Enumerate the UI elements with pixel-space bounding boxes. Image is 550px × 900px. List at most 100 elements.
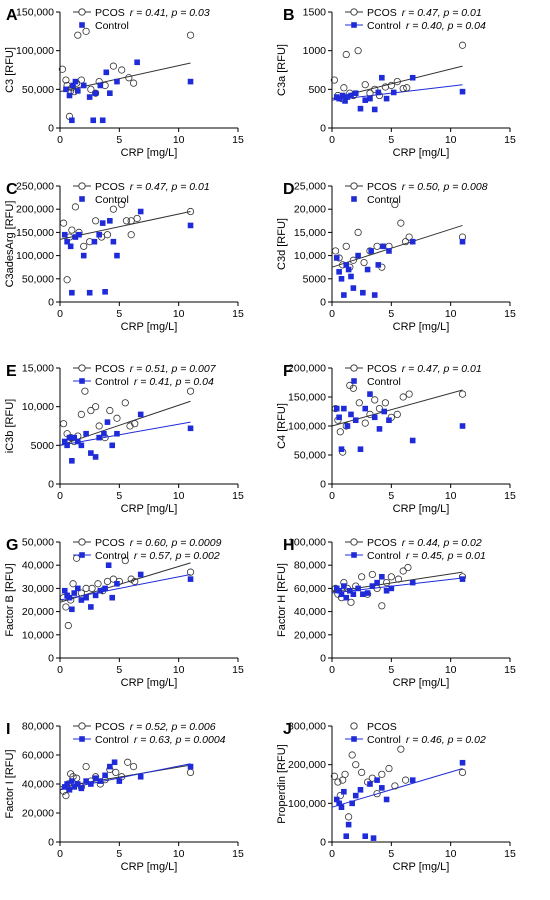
y-tick-label: 200,000 [288,759,326,771]
x-tick-label: 0 [329,308,335,320]
y-tick-label: 0 [320,653,326,665]
data-point-pcos [118,66,126,74]
y-tick-label: 40,000 [294,606,326,618]
data-point-control [61,784,68,790]
data-point-control [75,781,81,787]
data-point-pcos [62,76,70,84]
data-point-control [380,243,386,250]
data-point-control [92,90,99,96]
legend-entry: PCOS r = 0.52, p = 0.006 [95,721,216,733]
data-point-control [107,90,113,96]
fit-line-pcos [331,224,463,268]
data-point-control [83,594,89,601]
y-axis-label: C3d [RFU] [276,218,288,270]
data-point-pcos [401,776,410,784]
data-point-control [76,231,82,238]
y-tick-label: 1500 [303,7,327,19]
y-tick-label: 100,000 [16,250,54,262]
data-point-pcos [133,214,141,223]
data-point-pcos [360,258,368,267]
data-point-pcos [361,419,369,427]
data-point-pcos [113,414,121,422]
x-tick-label: 5 [388,134,394,146]
data-point-pcos [71,203,80,211]
data-point-control [459,88,466,95]
legend-stats: r = 0.47, p = 0.01 [402,363,482,375]
data-point-control [355,585,361,592]
y-tick-label: 50,000 [22,84,54,96]
data-point-control [92,454,99,460]
y-tick-label: 20,000 [294,204,326,216]
legend-label: Control [367,376,401,388]
data-point-control [345,266,352,273]
data-point-control [102,772,108,779]
data-point-pcos [186,387,195,395]
data-point-pcos [336,428,344,436]
data-point-control [96,231,102,238]
x-tick-label: 10 [173,308,185,320]
data-point-control [336,269,342,275]
legend-stats: r = 0.50, p = 0.008 [402,181,488,193]
x-tick-label: 5 [116,848,122,860]
data-point-control [357,787,364,793]
data-point-control [101,430,107,437]
data-point-control [64,781,70,787]
data-point-control [338,446,345,452]
legend-entry: PCOS r = 0.47, p = 0.01 [95,181,210,193]
data-point-pcos [399,393,407,401]
data-point-control [364,266,371,273]
data-point-control [99,117,106,124]
data-point-pcos [405,233,413,241]
legend-label: Control [95,194,129,206]
legend-stats: r = 0.47, p = 0.01 [130,181,210,193]
data-point-pcos [103,577,112,586]
y-tick-label: 0 [48,123,54,135]
data-point-pcos [391,200,399,209]
legend-entry: PCOS r = 0.44, p = 0.02 [367,537,482,549]
data-point-pcos [62,603,70,611]
legend-label: Control [367,194,401,206]
legend-label: PCOS [95,7,125,19]
y-axis-label: C3adesArg [RFU] [4,201,16,288]
data-point-pcos [378,602,386,610]
data-point-pcos [352,761,360,769]
y-tick-label: 150,000 [16,7,54,19]
x-axis-label: CRP [mg/L] [121,677,178,689]
legend-marker-circle [78,722,86,730]
x-tick-label: 5 [116,664,122,676]
data-point-control [96,434,102,441]
y-tick-label: 150,000 [288,392,326,404]
data-point-control [375,89,382,96]
x-tick-label: 0 [329,134,335,146]
data-point-pcos [381,399,389,407]
data-point-control [343,262,350,268]
legend-entry: Control r = 0.57, p = 0.002 [95,550,220,562]
data-point-control [348,273,354,280]
data-point-pcos [381,83,389,91]
data-point-control [69,117,75,124]
data-point-control [67,243,74,250]
legend-entry: Control [95,194,129,206]
data-point-pcos [375,404,384,413]
legend-stats: r = 0.41, p = 0.04 [134,376,214,388]
x-tick-label: 10 [173,664,185,676]
panel-c: C 0 50,000 100,000 150,000 200,000 250,000 0 5 10… [4,181,244,334]
panel-letter: H [283,537,295,554]
data-point-control [333,796,340,803]
data-point-control [187,425,194,432]
data-point-control [379,574,385,580]
y-tick-label: 300,000 [288,721,326,733]
x-tick-label: 10 [173,848,185,860]
data-point-control [344,94,351,100]
x-tick-label: 10 [445,490,457,502]
data-point-control [66,594,73,601]
panel-letter: D [283,181,295,198]
data-point-pcos [358,573,366,581]
data-point-control [69,458,75,464]
data-point-pcos [458,768,467,777]
data-point-control [375,262,382,268]
x-tick-label: 0 [329,848,335,860]
data-point-pcos [59,420,68,428]
data-point-control [371,414,378,421]
y-tick-label: 25,000 [294,181,326,193]
